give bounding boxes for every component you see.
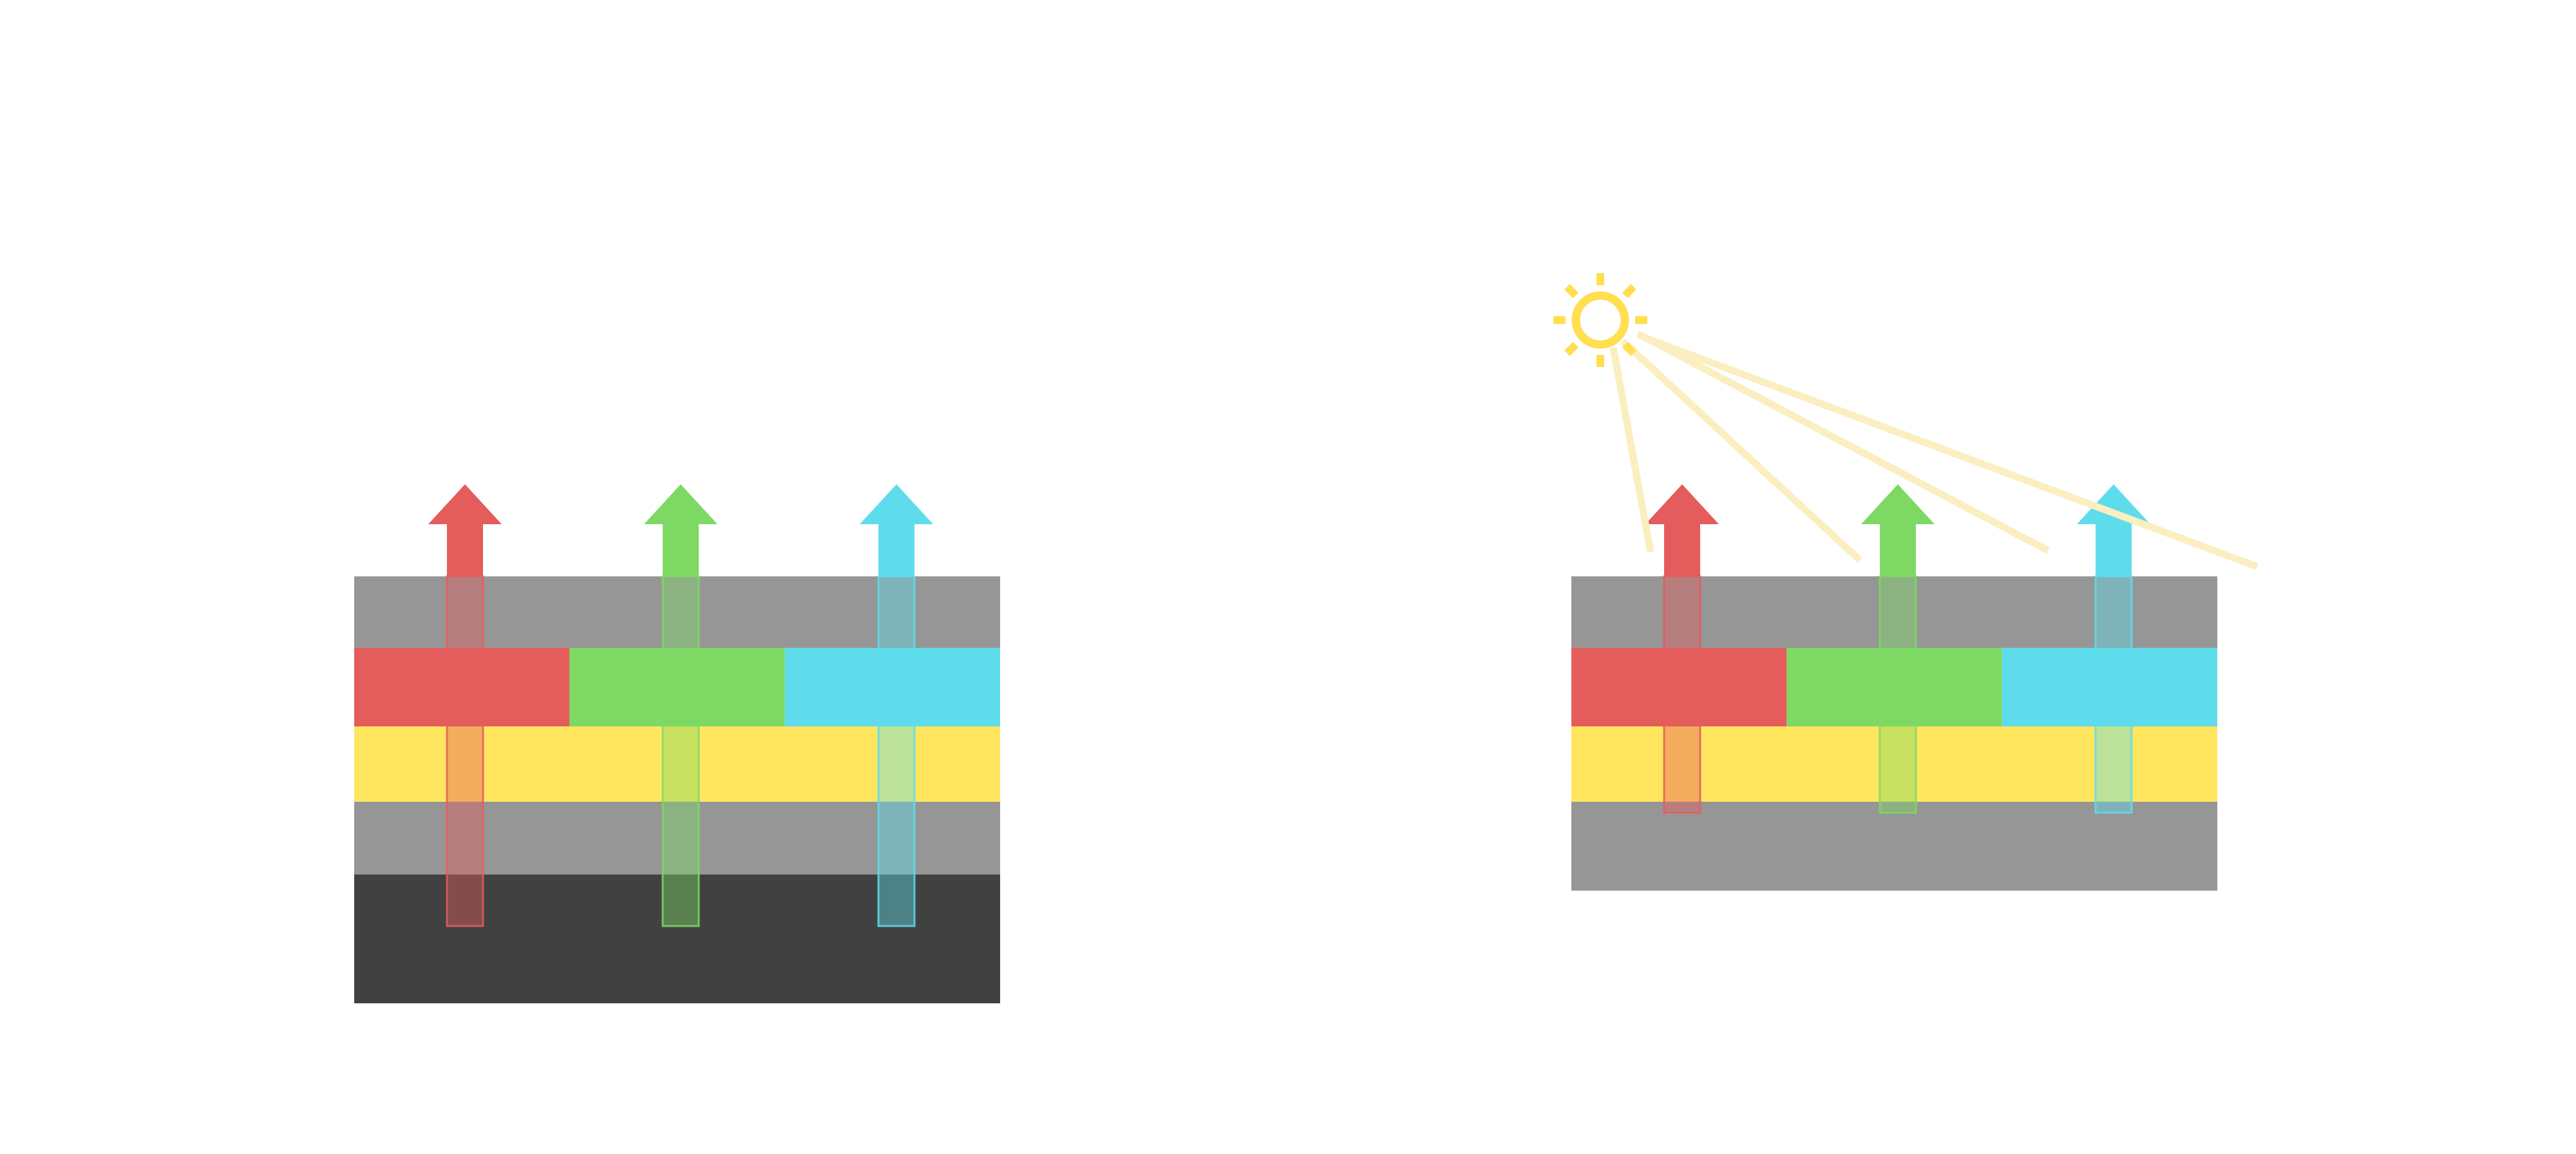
arrow-red-head <box>1645 484 1719 576</box>
arrow-green-embedded-shaft <box>1879 575 1917 814</box>
arrow-cyan-head <box>860 484 933 576</box>
yellow-layer <box>1571 726 2217 802</box>
band-green <box>569 648 785 726</box>
sun-ring <box>1571 291 1629 349</box>
panel-left <box>354 484 1000 1003</box>
sun-ray-tick-8 <box>1564 284 1579 299</box>
arrow-red-embedded-shaft <box>1663 575 1701 814</box>
arrow-red-embedded-shaft <box>446 575 484 927</box>
sun-group <box>1553 273 2259 571</box>
sun-ray-4 <box>1643 334 2259 571</box>
middle-gray-layer <box>354 802 1000 875</box>
substrate-layer <box>354 875 1000 1003</box>
sun-ray-1 <box>1609 347 1654 553</box>
arrow-cyan[interactable] <box>860 484 933 927</box>
arrow-green-head <box>644 484 717 576</box>
top-gray-layer <box>354 576 1000 648</box>
arrow-green[interactable] <box>1861 484 1935 814</box>
arrow-green[interactable] <box>644 484 717 927</box>
layer-stack <box>1571 576 2217 891</box>
sun-ray-3 <box>1636 330 2050 554</box>
arrow-cyan-embedded-shaft <box>877 575 916 927</box>
band-red <box>354 648 570 726</box>
sun-icon <box>1553 273 1647 367</box>
sun-ray-2 <box>1620 338 1862 563</box>
yellow-layer <box>354 726 1000 802</box>
arrow-group <box>1645 484 2150 814</box>
arrow-red[interactable] <box>428 484 502 927</box>
sun-ray-tick-2 <box>1622 284 1636 299</box>
band-cyan <box>784 648 1000 726</box>
sun-ray-tick-4 <box>1622 341 1636 356</box>
sun-ray-tick-6 <box>1564 341 1579 356</box>
arrow-green-head <box>1861 484 1935 576</box>
panel-right <box>1553 273 2259 891</box>
band-red <box>1571 648 1787 726</box>
band-green <box>1786 648 2002 726</box>
arrow-cyan-head <box>2077 484 2150 576</box>
arrow-red[interactable] <box>1645 484 1719 814</box>
top-gray-layer <box>1571 576 2217 648</box>
bottom-gray-layer <box>1571 802 2217 891</box>
arrow-red-head <box>428 484 502 576</box>
arrow-green-embedded-shaft <box>661 575 700 927</box>
arrow-cyan-embedded-shaft <box>2094 575 2133 814</box>
layer-stack <box>354 576 1000 1003</box>
arrow-group <box>428 484 933 927</box>
band-cyan <box>2002 648 2217 726</box>
